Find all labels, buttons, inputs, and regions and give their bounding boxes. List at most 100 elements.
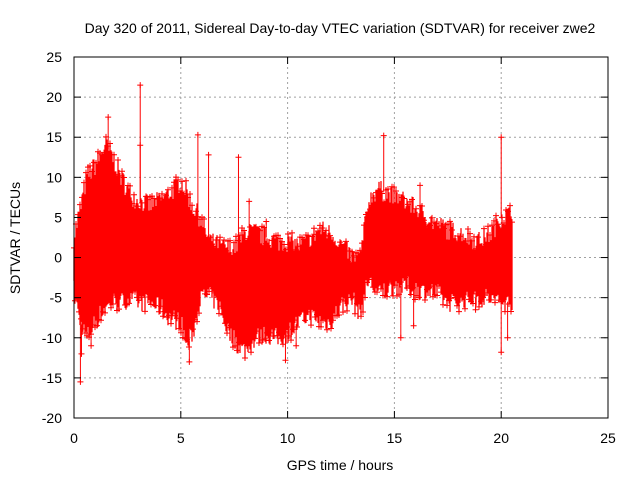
data-point (256, 339, 262, 346)
axis-ticks: 0 5 10 15 20 25 -20 -15 -10 -5 0 5 10 15 20 25 (42, 49, 616, 446)
data-point (337, 239, 343, 246)
data-point (304, 308, 310, 315)
data-point (242, 355, 248, 362)
data-point (288, 337, 294, 344)
data-point (227, 237, 233, 244)
y-tick-label: 10 (46, 169, 62, 185)
data-point (509, 219, 515, 226)
data-point (98, 317, 104, 324)
data-point (319, 224, 325, 231)
data-point (151, 195, 157, 202)
data-point (493, 212, 499, 219)
data-point (190, 326, 196, 333)
data-point (127, 182, 133, 189)
x-tick-label: 10 (280, 430, 296, 446)
data-point (495, 221, 501, 228)
outlier-point (105, 114, 112, 121)
data-point (241, 227, 247, 234)
data-point (305, 232, 311, 239)
data-point (358, 313, 364, 320)
data-point (340, 309, 346, 316)
data-point (244, 342, 250, 349)
data-point (196, 310, 202, 317)
y-tick-label: -5 (50, 290, 63, 306)
data-point (391, 184, 397, 191)
x-tick-label: 15 (387, 430, 403, 446)
data-point (111, 151, 117, 158)
data-point (143, 193, 149, 200)
data-point (330, 317, 336, 324)
data-point (248, 349, 254, 356)
data-point (488, 296, 494, 303)
data-point (364, 279, 370, 286)
data-point (349, 248, 355, 255)
data-point (187, 190, 193, 197)
outlier-point (498, 134, 505, 141)
data-point (116, 306, 122, 313)
data-point (175, 176, 181, 183)
data-point (224, 330, 230, 337)
outlier-point (263, 218, 270, 225)
data-point (508, 308, 514, 315)
outlier-point (472, 306, 479, 313)
data-point (379, 190, 385, 197)
data-point (374, 289, 380, 296)
data-point (165, 186, 171, 193)
data-point (444, 302, 450, 309)
data-point (393, 187, 399, 194)
x-tick-label: 20 (493, 430, 509, 446)
plot-frame (73, 56, 609, 419)
y-tick-label: 5 (54, 209, 62, 225)
y-tick-label: 15 (46, 129, 62, 145)
outlier-point (397, 334, 404, 341)
data-point (138, 294, 144, 301)
data-point (440, 301, 446, 308)
data-point (119, 168, 125, 175)
data-point (448, 295, 454, 302)
data-point (201, 215, 207, 222)
data-series (71, 82, 515, 385)
data-point (189, 202, 195, 209)
data-point (126, 300, 132, 307)
data-point (274, 332, 280, 339)
data-point (328, 325, 334, 332)
data-point (262, 335, 268, 342)
data-point (422, 297, 428, 304)
data-point (136, 297, 142, 304)
data-point (252, 335, 258, 342)
data-point (485, 223, 491, 230)
outlier-point (205, 151, 212, 158)
data-point (449, 227, 455, 234)
data-point (470, 300, 476, 307)
data-point (481, 225, 487, 232)
data-point (408, 291, 414, 298)
data-point (234, 347, 240, 354)
data-point (435, 225, 441, 232)
data-point (360, 308, 366, 315)
data-point (206, 288, 212, 295)
data-point (131, 191, 137, 198)
data-point (285, 230, 291, 237)
data-point (204, 291, 210, 298)
data-point (148, 301, 154, 308)
outlier-point (380, 132, 387, 139)
data-point (139, 199, 145, 206)
data-point (507, 202, 513, 209)
data-point (110, 300, 116, 307)
data-point (447, 218, 453, 225)
outlier-point (137, 82, 144, 89)
data-point (384, 293, 390, 300)
data-point (413, 205, 419, 212)
data-point (213, 236, 219, 243)
outlier-point (88, 342, 95, 349)
outlier-point (77, 378, 84, 385)
data-point (366, 276, 372, 283)
outlier-point (498, 349, 505, 356)
data-point (121, 174, 127, 181)
y-axis-label: SDTVAR / TECUs (7, 182, 23, 294)
data-point (385, 185, 391, 192)
data-point (217, 234, 223, 241)
y-tick-label: -15 (42, 370, 62, 386)
data-point (401, 195, 407, 202)
x-tick-label: 5 (177, 430, 185, 446)
